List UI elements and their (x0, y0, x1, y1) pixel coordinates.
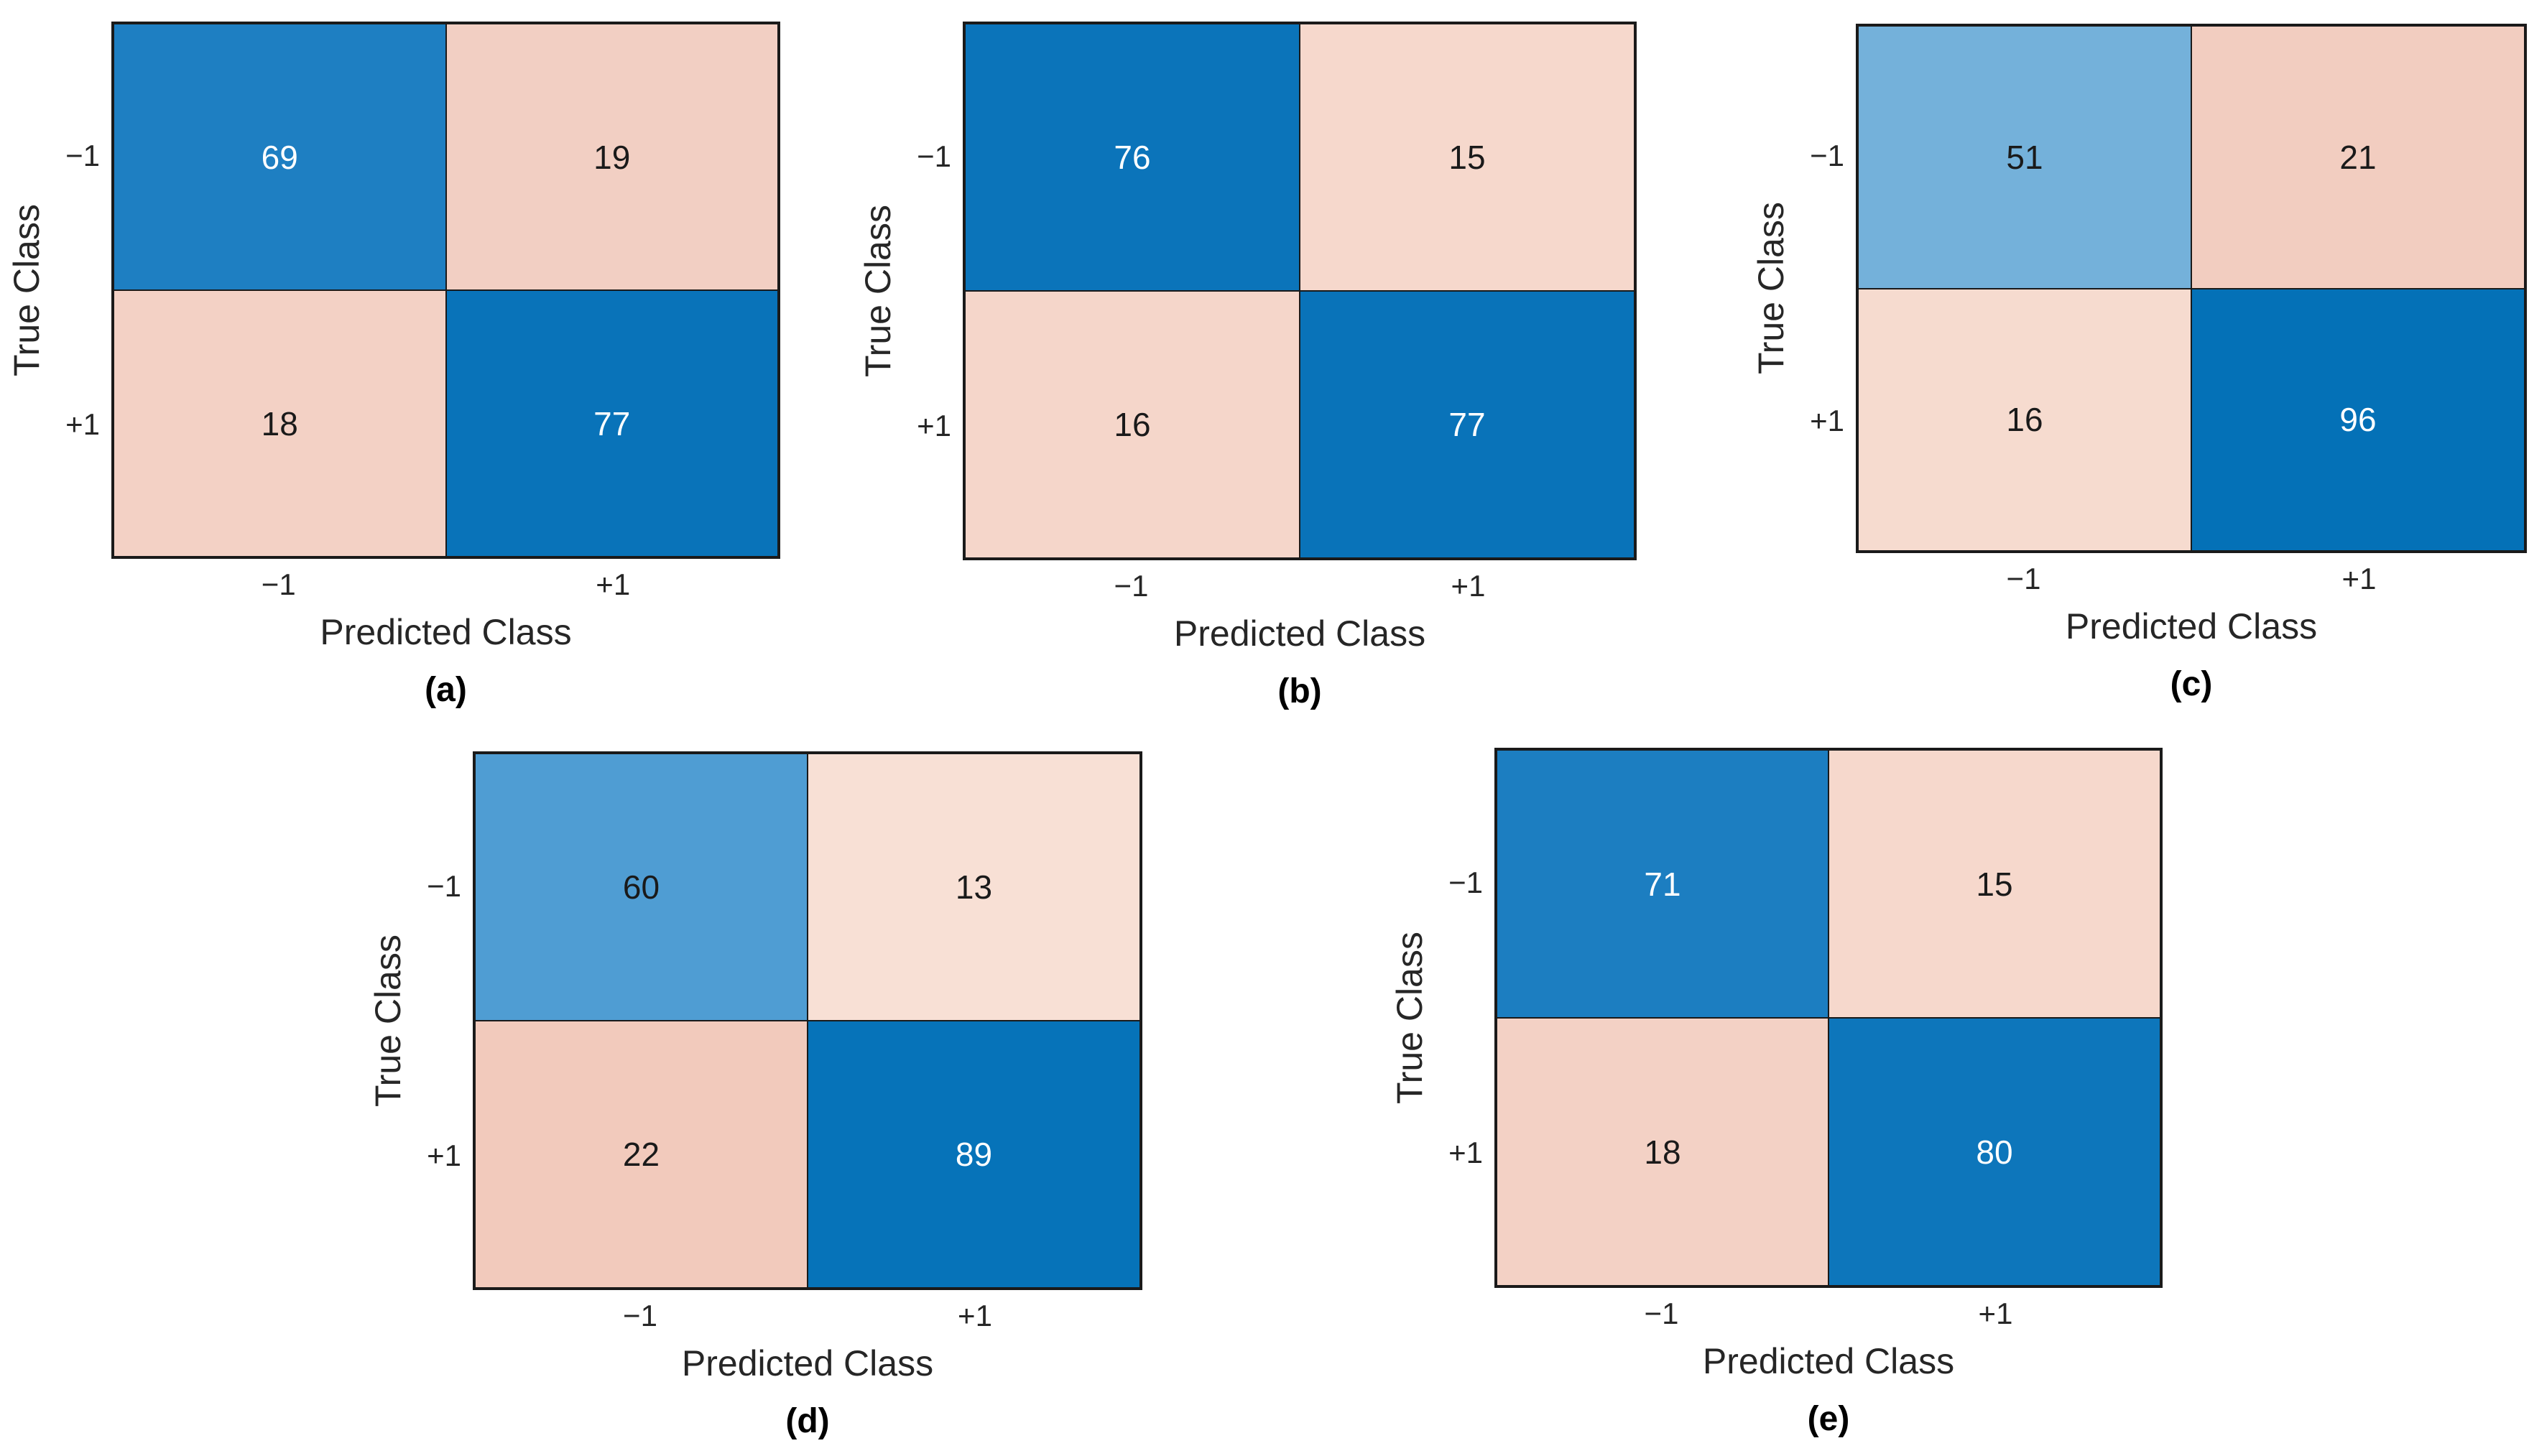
x-tick-pos1: +1 (1978, 1297, 2013, 1330)
y-axis-label: True Class (6, 204, 47, 376)
x-axis-label: Predicted Class (320, 612, 572, 652)
x-tick-neg1: −1 (2006, 562, 2041, 595)
confusion-matrix-panel-b: True Class −1 +1 76 15 16 77 −1 +1 Predi… (855, 22, 1637, 720)
y-tick-pos1: +1 (917, 408, 951, 442)
panel-caption: (e) (1807, 1399, 1850, 1438)
confusion-matrix-panel-e: True Class −1 +1 71 15 18 80 −1 +1 Predi… (1387, 748, 2163, 1447)
y-tick-pos1: +1 (427, 1138, 461, 1172)
matrix-cell: 80 (1828, 1018, 2160, 1286)
matrix-cell: 77 (1300, 291, 1635, 558)
matrix-cell: 71 (1497, 750, 1828, 1018)
x-tick-pos1: +1 (958, 1299, 992, 1332)
x-tick-pos1: +1 (596, 567, 631, 601)
y-tick-pos1: +1 (1448, 1136, 1483, 1169)
y-tick-neg1: −1 (917, 139, 951, 173)
panel-caption: (a) (425, 670, 467, 709)
x-axis-ticks: −1 +1 (963, 560, 1637, 605)
y-tick-pos1: +1 (65, 407, 100, 441)
confusion-matrix-panel-c: True Class −1 +1 51 21 16 96 −1 +1 Predi… (1748, 24, 2527, 713)
confusion-matrix-grid: 69 19 18 77 (111, 22, 780, 559)
matrix-cell: 16 (1858, 288, 2191, 551)
y-axis-ticks: −1 +1 (411, 751, 473, 1290)
y-axis-label: True Class (368, 935, 408, 1107)
matrix-cell: 19 (445, 24, 778, 290)
y-tick-pos1: +1 (1810, 403, 1844, 437)
matrix-cell: 22 (475, 1021, 808, 1288)
y-axis-label: True Class (1390, 932, 1430, 1104)
x-axis-ticks: −1 +1 (1856, 553, 2527, 598)
matrix-cell: 77 (445, 290, 778, 557)
x-tick-pos1: +1 (1451, 569, 1486, 603)
matrix-cell: 18 (1497, 1018, 1828, 1286)
x-axis-ticks: −1 +1 (111, 559, 780, 603)
confusion-matrix-panel-d: True Class −1 +1 60 13 22 89 −1 +1 Predi… (365, 751, 1142, 1450)
x-axis-ticks: −1 +1 (473, 1290, 1142, 1335)
panel-caption: (c) (2170, 664, 2213, 703)
matrix-cell: 21 (2191, 26, 2525, 289)
x-tick-pos1: +1 (2341, 562, 2377, 595)
matrix-cell: 51 (1858, 26, 2191, 289)
matrix-cell: 16 (965, 291, 1300, 558)
x-axis-label: Predicted Class (681, 1343, 934, 1383)
confusion-matrix-grid: 51 21 16 96 (1856, 24, 2527, 553)
confusion-matrix-panel-a: True Class −1 +1 69 19 18 77 −1 +1 Predi… (4, 22, 780, 718)
y-axis-label: True Class (858, 205, 898, 377)
matrix-cell: 15 (1828, 750, 2160, 1018)
matrix-cell: 15 (1300, 24, 1635, 291)
confusion-matrix-grid: 76 15 16 77 (963, 22, 1637, 560)
matrix-cell: 96 (2191, 288, 2525, 551)
y-axis-ticks: −1 +1 (901, 22, 963, 560)
matrix-cell: 60 (475, 753, 808, 1021)
matrix-cell: 89 (808, 1021, 1140, 1288)
matrix-cell: 18 (114, 290, 446, 557)
y-tick-neg1: −1 (1810, 139, 1844, 173)
x-tick-neg1: −1 (261, 567, 296, 601)
x-axis-label: Predicted Class (2065, 606, 2318, 646)
x-axis-ticks: −1 +1 (1494, 1288, 2163, 1332)
y-tick-neg1: −1 (65, 139, 100, 172)
matrix-cell: 13 (808, 753, 1140, 1021)
panel-caption: (d) (785, 1401, 830, 1440)
y-axis-ticks: −1 +1 (1433, 748, 1494, 1288)
x-axis-label: Predicted Class (1173, 613, 1426, 654)
x-axis-label: Predicted Class (1702, 1341, 1955, 1381)
matrix-cell: 69 (114, 24, 446, 290)
x-tick-neg1: −1 (1114, 569, 1149, 603)
y-axis-ticks: −1 +1 (1794, 24, 1856, 553)
y-tick-neg1: −1 (1448, 866, 1483, 899)
panel-caption: (b) (1277, 672, 1322, 710)
x-tick-neg1: −1 (1644, 1297, 1679, 1330)
y-axis-label: True Class (1751, 202, 1791, 375)
matrix-cell: 76 (965, 24, 1300, 291)
x-tick-neg1: −1 (623, 1299, 657, 1332)
confusion-matrix-grid: 60 13 22 89 (473, 751, 1142, 1290)
confusion-matrix-grid: 71 15 18 80 (1494, 748, 2163, 1288)
y-tick-neg1: −1 (427, 868, 461, 903)
y-axis-ticks: −1 +1 (50, 22, 111, 559)
